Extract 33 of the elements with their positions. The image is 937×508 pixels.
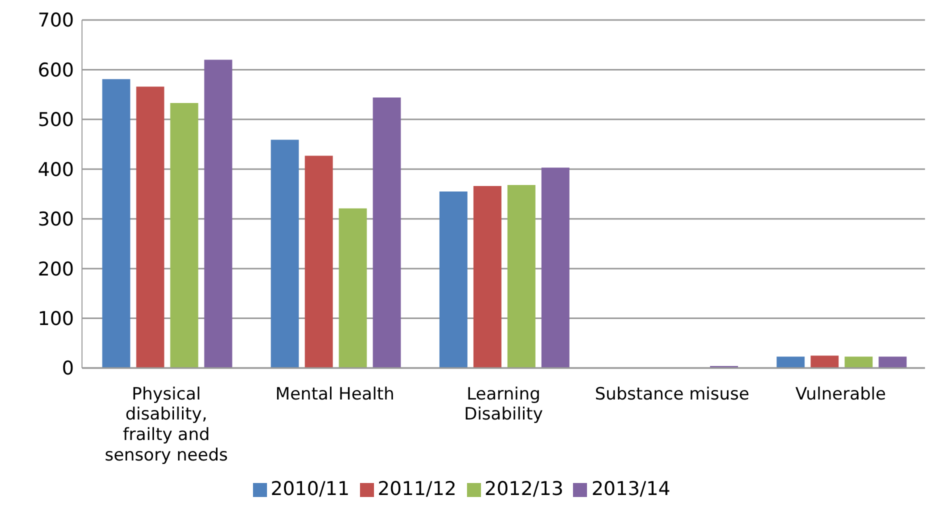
bar (439, 192, 468, 368)
bar (136, 86, 164, 368)
bar (338, 208, 367, 368)
legend-label: 2013/14 (591, 478, 670, 500)
x-tick-label: Substance misuse (594, 384, 750, 404)
x-tick-label: Mental Health (275, 384, 394, 404)
y-tick-label: 100 (38, 308, 74, 330)
bar (270, 140, 299, 368)
bar (372, 98, 401, 368)
bar (507, 185, 536, 368)
legend-label: 2012/13 (484, 478, 564, 500)
y-tick-label: 300 (38, 208, 74, 231)
y-tick-label: 700 (38, 10, 74, 32)
x-tick-label: Physical disability, frailty and sensory needs (104, 384, 228, 466)
bar (102, 79, 130, 368)
bar (304, 156, 333, 368)
bar (170, 103, 198, 368)
bar (204, 60, 232, 368)
y-tick-label: 600 (38, 59, 74, 82)
y-tick-label: 0 (62, 358, 74, 380)
legend-label: 2011/12 (378, 478, 456, 500)
bar (473, 186, 502, 368)
y-tick-label: 500 (38, 109, 74, 132)
x-tick-label: Learning Disability (464, 384, 543, 425)
bar (810, 356, 839, 368)
bar (878, 356, 907, 368)
y-tick-label: 400 (38, 158, 74, 181)
bar (844, 356, 873, 368)
y-tick-label: 200 (38, 258, 74, 280)
legend-label: 2010/11 (270, 478, 350, 500)
x-tick-label: Vulnerable (795, 384, 886, 404)
bar (776, 356, 805, 368)
bar (541, 168, 570, 368)
